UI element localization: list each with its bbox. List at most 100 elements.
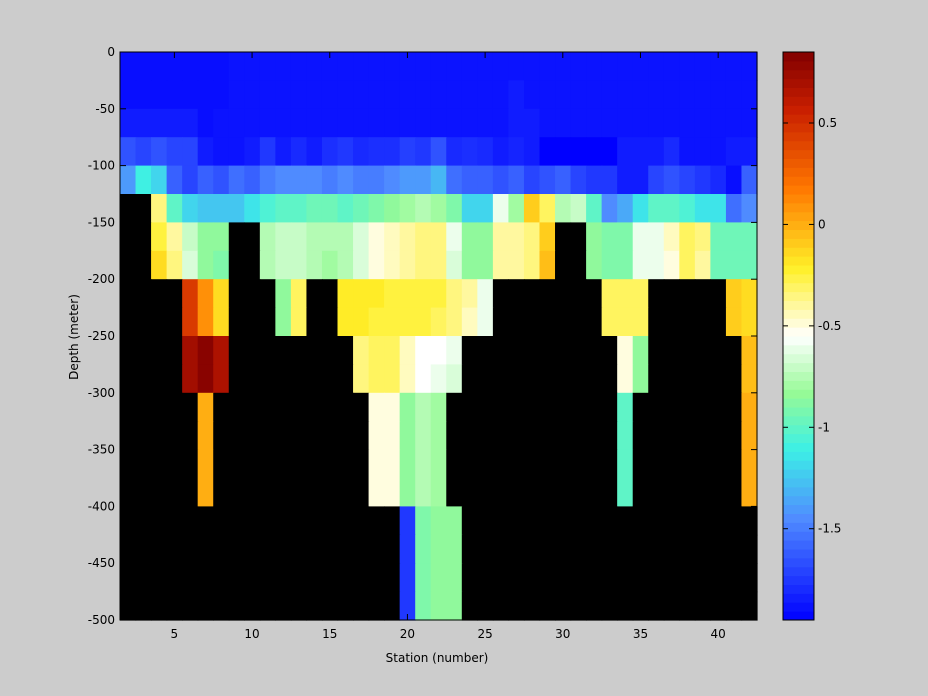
heatmap-cell: [570, 421, 587, 451]
heatmap-cell: [166, 421, 183, 451]
colorbar-swatch: [783, 114, 814, 124]
heatmap-cell: [539, 307, 556, 337]
heatmap-cell: [508, 108, 525, 138]
heatmap-cell: [555, 222, 572, 252]
heatmap-cell: [197, 421, 214, 451]
heatmap-cell: [508, 478, 525, 507]
heatmap-cell: [368, 279, 385, 309]
heatmap-cell: [415, 307, 432, 337]
heatmap-cell: [399, 52, 416, 81]
heatmap-cell: [446, 364, 463, 394]
heatmap-cell: [120, 478, 137, 507]
heatmap-cell: [741, 591, 758, 621]
colorbar-swatch: [783, 469, 814, 479]
heatmap-cell: [570, 449, 587, 479]
heatmap-cell: [663, 165, 680, 195]
heatmap-cell: [741, 108, 758, 138]
heatmap-cell: [228, 165, 245, 195]
heatmap-cell: [290, 250, 308, 280]
heatmap-cell: [741, 80, 758, 110]
heatmap-cell: [601, 108, 618, 138]
heatmap-cell: [710, 165, 727, 195]
heatmap-cell: [321, 222, 339, 252]
colorbar-swatch: [783, 398, 814, 408]
heatmap-cell: [306, 421, 323, 451]
heatmap-cell: [244, 478, 261, 507]
heatmap-cell: [275, 478, 292, 507]
heatmap-cell: [477, 222, 494, 252]
heatmap-cell: [570, 336, 587, 365]
heatmap-cell: [135, 506, 152, 536]
heatmap-cell: [353, 364, 370, 394]
heatmap-cell: [477, 307, 494, 337]
colorbar-swatch: [783, 407, 814, 417]
heatmap-cell: [259, 279, 276, 309]
heatmap-cell: [384, 449, 401, 479]
colorbar-swatch: [783, 566, 814, 577]
heatmap-cell: [586, 392, 603, 422]
heatmap-cell: [259, 80, 276, 110]
heatmap-cell: [663, 506, 680, 536]
heatmap-cell: [415, 250, 432, 280]
heatmap-cell: [275, 165, 292, 195]
heatmap-cell: [648, 194, 665, 223]
heatmap-cell: [275, 364, 292, 394]
heatmap-cell: [492, 279, 510, 309]
x-axis-ticks: 5 10 15 20 25 30 35 40: [171, 52, 726, 641]
heatmap-cell: [306, 52, 323, 81]
heatmap-cell: [601, 194, 618, 223]
heatmap-cell: [244, 563, 261, 593]
plot-area: 5 10 15 20 25 30 35 40 0 -50 -100 -150 -200 -250 -300…: [88, 45, 758, 641]
heatmap-cell: [508, 137, 525, 167]
heatmap-cell: [679, 392, 696, 422]
heatmap-cell: [228, 137, 245, 167]
heatmap-cell: [477, 80, 494, 110]
heatmap-cell: [741, 563, 758, 593]
heatmap-cell: [446, 506, 463, 536]
heatmap-cell: [259, 421, 276, 451]
heatmap-cell: [492, 563, 510, 593]
heatmap-cell: [228, 506, 245, 536]
heatmap-cell: [384, 421, 401, 451]
colorbar-swatch: [783, 202, 814, 213]
heatmap-cell: [244, 591, 261, 621]
heatmap-cell: [213, 307, 230, 337]
heatmap-cell: [725, 80, 743, 110]
heatmap-cell: [555, 449, 572, 479]
heatmap-cell: [539, 279, 556, 309]
heatmap-cell: [539, 194, 556, 223]
colorbar-swatch: [783, 531, 814, 541]
heatmap-cell: [663, 137, 680, 167]
colorbar-swatch: [783, 433, 814, 444]
heatmap-cell: [679, 165, 696, 195]
heatmap-cell: [197, 108, 214, 138]
heatmap-cell: [166, 392, 183, 422]
heatmap-cell: [446, 563, 463, 593]
heatmap-cell: [617, 80, 634, 110]
heatmap-cell: [275, 307, 292, 337]
heatmap-cell: [586, 222, 603, 252]
heatmap-cell: [399, 137, 416, 167]
heatmap-cell: [741, 449, 758, 479]
heatmap-cell: [539, 449, 556, 479]
heatmap-cell: [135, 421, 152, 451]
heatmap-cell: [492, 449, 510, 479]
heatmap-cell: [679, 364, 696, 394]
heatmap-cell: [321, 364, 339, 394]
heatmap-cell: [430, 364, 447, 394]
heatmap-cell: [353, 137, 370, 167]
heatmap-cell: [151, 534, 168, 564]
heatmap-cell: [632, 421, 649, 451]
heatmap-cell: [586, 137, 603, 167]
heatmap-cell: [430, 279, 447, 309]
heatmap-cell: [166, 165, 183, 195]
heatmap-cell: [601, 165, 618, 195]
heatmap-cell: [710, 52, 727, 81]
heatmap-cell: [663, 563, 680, 593]
colorbar-swatch: [783, 167, 814, 177]
heatmap-cell: [570, 137, 587, 167]
heatmap-cell: [244, 222, 261, 252]
heatmap-cell: [523, 449, 541, 479]
heatmap-cell: [415, 364, 432, 394]
heatmap-cell: [228, 194, 245, 223]
